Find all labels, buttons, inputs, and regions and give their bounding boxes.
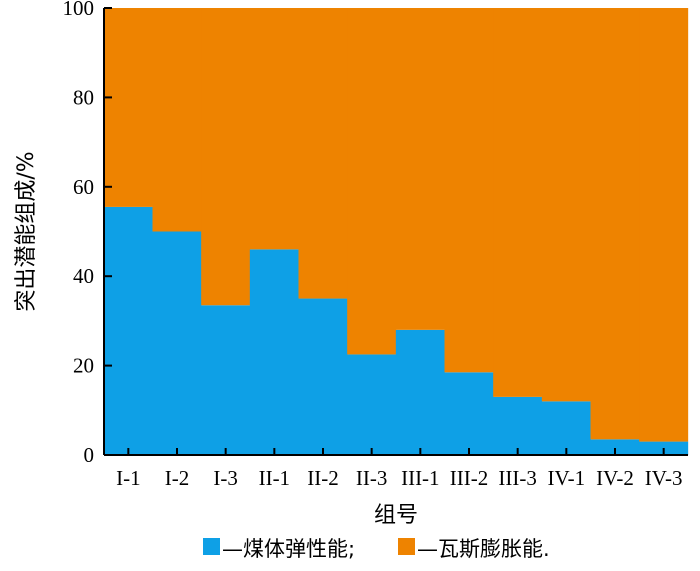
bar-gas-expansion-I-1 <box>103 8 153 207</box>
x-tick-label: IV-1 <box>547 466 585 490</box>
bar-coal-elastic-III-3 <box>493 396 543 455</box>
bar-gas-expansion-III-1 <box>395 8 445 330</box>
x-tick-label: II-3 <box>356 466 387 490</box>
x-tick-label: I-3 <box>213 466 238 490</box>
x-tick-label: III-1 <box>401 466 439 490</box>
y-tick-label: 40 <box>73 264 94 288</box>
bar-gas-expansion-IV-2 <box>590 8 640 440</box>
y-tick-label: 80 <box>73 85 94 109</box>
bar-gas-expansion-IV-1 <box>541 8 591 402</box>
bar-coal-elastic-II-1 <box>249 249 299 455</box>
bar-gas-expansion-I-2 <box>152 8 202 232</box>
bar-coal-elastic-IV-2 <box>590 439 640 455</box>
legend-swatch-gas-expansion <box>398 538 415 555</box>
bars-group <box>103 8 689 455</box>
y-tick-label: 0 <box>84 443 95 467</box>
y-tick-label: 60 <box>73 175 94 199</box>
y-ticks-group: 0 20 40 60 80 100 <box>63 0 112 467</box>
bar-gas-expansion-I-3 <box>201 8 251 306</box>
x-tick-label: IV-2 <box>596 466 634 490</box>
x-tick-label: I-2 <box>165 466 190 490</box>
bar-coal-elastic-IV-1 <box>541 401 591 455</box>
x-tick-label: II-2 <box>307 466 338 490</box>
bar-coal-elastic-I-1 <box>103 206 153 455</box>
axes-group <box>103 8 688 456</box>
y-tick-label: 20 <box>73 354 94 378</box>
x-axis-title: 组号 <box>374 503 418 528</box>
bar-gas-expansion-II-2 <box>298 8 348 299</box>
bar-coal-elastic-I-2 <box>152 231 202 455</box>
x-tick-label: II-1 <box>259 466 290 490</box>
x-tick-label: III-3 <box>498 466 536 490</box>
bar-coal-elastic-III-1 <box>395 329 445 455</box>
legend-label-gas-expansion: —瓦斯膨胀能. <box>417 537 550 561</box>
legend-label-coal-elastic: —煤体弹性能; <box>222 537 355 561</box>
legend-swatch-coal-elastic <box>203 538 220 555</box>
bar-coal-elastic-I-3 <box>201 305 251 455</box>
x-tick-label: IV-3 <box>645 466 683 490</box>
x-tick-label: III-2 <box>450 466 488 490</box>
y-tick-label: 100 <box>63 0 95 20</box>
bar-gas-expansion-III-2 <box>444 8 494 373</box>
bar-coal-elastic-II-3 <box>347 354 397 455</box>
x-ticks-group: I-1 I-2 I-3 II-1 II-2 II-3 III-1 III-2 III-3 IV-1… <box>116 448 683 490</box>
bar-gas-expansion-IV-3 <box>639 8 689 442</box>
bar-gas-expansion-II-1 <box>249 8 299 250</box>
legend: —煤体弹性能; —瓦斯膨胀能. <box>203 537 550 561</box>
bar-gas-expansion-III-3 <box>493 8 543 397</box>
bar-coal-elastic-III-2 <box>444 372 494 455</box>
bar-coal-elastic-II-2 <box>298 298 348 455</box>
x-tick-label: I-1 <box>116 466 141 490</box>
bar-gas-expansion-II-3 <box>347 8 397 355</box>
y-axis-title: 突出潜能组成/% <box>14 151 39 311</box>
